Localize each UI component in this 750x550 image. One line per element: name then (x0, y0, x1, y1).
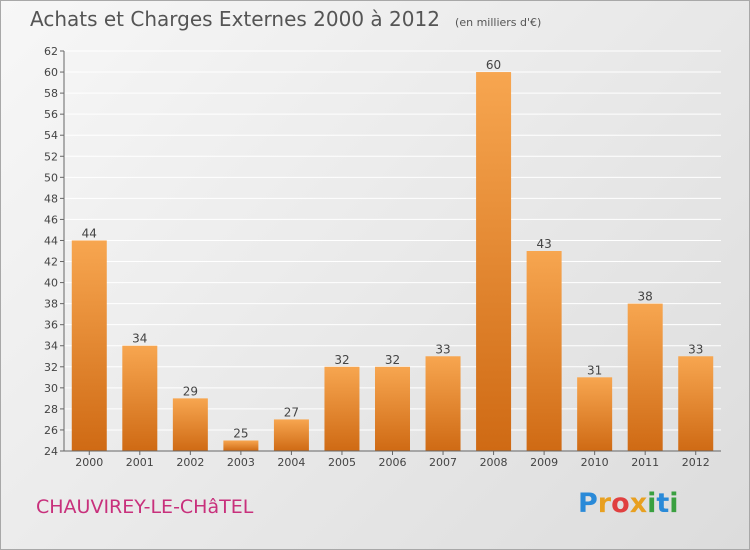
y-tick-label: 52 (44, 150, 58, 163)
x-tick-label-2011: 2011 (631, 456, 659, 469)
y-tick-label: 58 (44, 87, 58, 100)
data-label-2000: 44 (82, 226, 97, 240)
x-tick-label-2003: 2003 (227, 456, 255, 469)
y-tick-label: 46 (44, 213, 58, 226)
chart-subtitle: (en milliers d'€) (455, 16, 542, 29)
logo-letter: o (611, 488, 630, 519)
x-tick-label-2012: 2012 (682, 456, 710, 469)
data-label-2006: 32 (385, 353, 400, 367)
logo-letter: P (578, 488, 598, 519)
y-tick-label: 30 (44, 382, 58, 395)
logo-letter: i (669, 488, 679, 519)
bar-2008 (476, 72, 512, 451)
bar-2005 (324, 366, 360, 451)
logo-letter: r (597, 488, 612, 519)
x-tick-label-2004: 2004 (277, 456, 305, 469)
chart-title: Achats et Charges Externes 2000 à 2012 (30, 7, 440, 31)
y-tick-label: 42 (44, 256, 58, 269)
bar-2012 (678, 356, 714, 451)
data-label-2010: 31 (587, 363, 602, 377)
town-name: CHAUVIREY-LE-CHâTEL (36, 496, 254, 518)
y-tick-label: 56 (44, 108, 58, 121)
x-tick-label-2005: 2005 (328, 456, 356, 469)
bar-2004 (273, 419, 309, 451)
data-label-2005: 32 (334, 353, 349, 367)
bar-2011 (627, 303, 663, 451)
data-label-2002: 29 (183, 384, 198, 398)
y-tick-label: 54 (44, 129, 58, 142)
x-tick-label-2010: 2010 (581, 456, 609, 469)
x-tick-label-2008: 2008 (480, 456, 508, 469)
y-tick-label: 62 (44, 45, 58, 58)
y-tick-label: 24 (44, 445, 58, 458)
y-tick-label: 50 (44, 171, 58, 184)
x-tick-label-2000: 2000 (75, 456, 103, 469)
y-tick-label: 36 (44, 319, 58, 332)
x-tick-label-2006: 2006 (379, 456, 407, 469)
x-tick-label-2009: 2009 (530, 456, 558, 469)
x-tick-label-2002: 2002 (176, 456, 204, 469)
y-tick-label: 26 (44, 424, 58, 437)
bar-2009 (526, 251, 562, 451)
y-tick-label: 44 (44, 234, 58, 247)
bar-2007 (425, 356, 461, 451)
data-label-2007: 33 (435, 342, 450, 356)
bar-2010 (577, 377, 613, 451)
y-tick-label: 40 (44, 277, 58, 290)
data-label-2008: 60 (486, 58, 501, 72)
y-tick-label: 28 (44, 403, 58, 416)
bar-2002 (172, 398, 208, 451)
data-label-2001: 34 (132, 332, 147, 346)
y-tick-label: 32 (44, 361, 58, 374)
y-tick-label: 38 (44, 298, 58, 311)
y-tick-label: 48 (44, 192, 58, 205)
x-tick-label-2001: 2001 (126, 456, 154, 469)
bar-2001 (122, 345, 158, 451)
bar-2006 (375, 366, 410, 451)
data-label-2003: 25 (233, 426, 248, 440)
bar-2003 (223, 440, 259, 451)
chart-title-block: Achats et Charges Externes 2000 à 2012 (… (30, 7, 541, 31)
logo-letter: i (647, 488, 657, 519)
proxiti-logo: Proxiti (578, 488, 679, 519)
data-label-2004: 27 (284, 405, 299, 419)
y-tick-label: 60 (44, 66, 58, 79)
y-tick-label: 34 (44, 340, 58, 353)
data-label-2011: 38 (638, 290, 653, 304)
data-label-2012: 33 (688, 342, 703, 356)
logo-letter: t (656, 488, 670, 519)
data-label-2009: 43 (536, 237, 551, 251)
bar-2000 (71, 240, 107, 451)
x-tick-label-2007: 2007 (429, 456, 457, 469)
logo-letter: x (629, 488, 648, 519)
